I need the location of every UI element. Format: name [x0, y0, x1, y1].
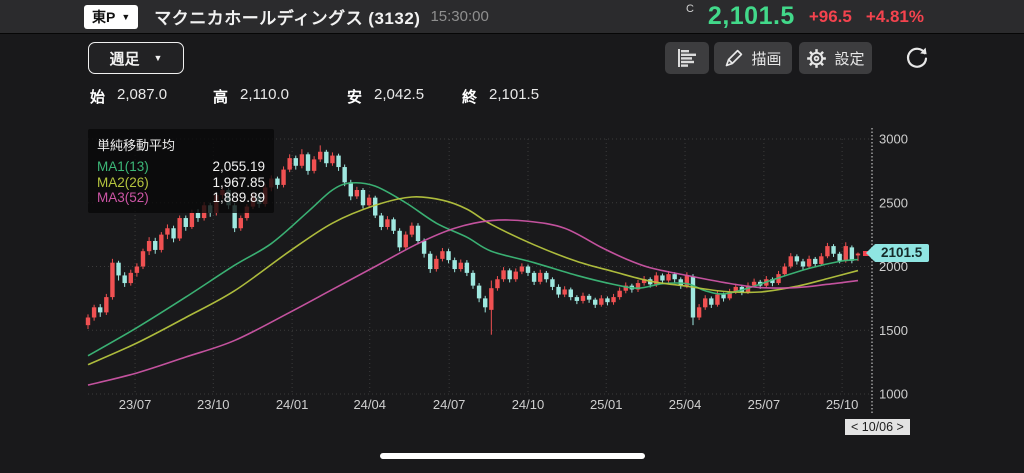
ma3-label: MA3(52) — [97, 190, 149, 205]
current-price: 2,101.5 — [707, 2, 795, 30]
ma2-label: MA2(26) — [97, 174, 149, 190]
svg-text:3000: 3000 — [879, 132, 908, 147]
high-value: 2,110.0 — [240, 86, 289, 103]
ma2-row: MA2(26) 1,967.85 — [97, 175, 265, 191]
svg-text:24/10: 24/10 — [512, 397, 545, 412]
depth-bars-icon — [678, 49, 696, 67]
low-value: 2,042.5 — [374, 86, 425, 103]
timeframe-label: 週足 — [109, 50, 140, 68]
price-change: +96.5 — [808, 6, 852, 26]
chart-toolbar: 週足 ▼ 描画 — [0, 40, 1024, 76]
close-value: 2,101.5 — [489, 86, 540, 103]
ohlc-high: 高 2,110.0 — [213, 86, 289, 107]
quote-block: C 2,101.5 +96.5 +4.81% — [686, 0, 924, 33]
close-label: 終 — [462, 89, 478, 106]
ma-legend: 単純移動平均 MA1(13) 2,055.19 MA2(26) 1,967.85… — [88, 129, 274, 213]
indicator-list-button[interactable] — [665, 42, 709, 74]
ma1-label: MA1(13) — [97, 159, 149, 174]
svg-text:25/01: 25/01 — [590, 397, 623, 412]
refresh-icon — [906, 47, 928, 68]
ohlc-row: 始 2,087.0 高 2,110.0 安 2,042.5 終 2,101.5 — [0, 86, 1024, 108]
pencil-icon — [726, 49, 743, 67]
open-label: 始 — [90, 89, 106, 106]
market-badge[interactable]: 東P ▼ — [84, 4, 139, 29]
gear-icon — [807, 48, 827, 68]
quote-time: 15:30:00 — [430, 8, 489, 25]
open-value: 2,087.0 — [117, 86, 168, 103]
svg-text:23/10: 23/10 — [197, 397, 230, 412]
top-bar: 東P ▼ マクニカホールディングス (3132) 15:30:00 C 2,10… — [0, 0, 1024, 34]
svg-text:25/10: 25/10 — [826, 397, 859, 412]
ma3-value: 1,889.89 — [212, 190, 265, 205]
ma-legend-title: 単純移動平均 — [97, 138, 176, 153]
close-flag: C — [685, 3, 694, 15]
last-price-tag: 2101.5 — [865, 244, 930, 263]
svg-text:2000: 2000 — [879, 259, 908, 274]
chevron-down-icon: ▼ — [153, 53, 163, 63]
svg-text:24/01: 24/01 — [276, 397, 309, 412]
svg-text:1000: 1000 — [879, 387, 908, 402]
svg-text:23/07: 23/07 — [119, 397, 152, 412]
ohlc-close: 終 2,101.5 — [462, 86, 539, 107]
ma1-row: MA1(13) 2,055.19 — [97, 159, 265, 175]
market-badge-label: 東P — [92, 8, 116, 25]
draw-button[interactable]: 描画 — [714, 42, 792, 74]
chevron-down-icon: ▼ — [121, 11, 131, 22]
ma1-value: 2,055.19 — [212, 159, 265, 174]
refresh-button[interactable] — [899, 42, 935, 74]
svg-text:1500: 1500 — [879, 323, 908, 338]
low-label: 安 — [347, 89, 363, 106]
symbol-title: マクニカホールディングス (3132) — [154, 9, 421, 28]
price-change-percent: +4.81% — [865, 6, 924, 26]
settings-button-label: 設定 — [834, 50, 865, 68]
high-label: 高 — [213, 89, 229, 106]
home-indicator[interactable] — [380, 453, 645, 459]
ohlc-open: 始 2,087.0 — [90, 86, 167, 107]
date-pager[interactable]: < 10/06 > — [845, 419, 910, 435]
settings-button[interactable]: 設定 — [799, 42, 872, 74]
svg-text:25/07: 25/07 — [748, 397, 781, 412]
svg-text:24/07: 24/07 — [433, 397, 466, 412]
ma3-row: MA3(52) 1,889.89 — [97, 190, 265, 206]
draw-button-label: 描画 — [751, 50, 782, 68]
ma2-value: 1,967.85 — [212, 174, 265, 190]
svg-text:24/04: 24/04 — [353, 397, 386, 412]
ohlc-low: 安 2,042.5 — [347, 86, 424, 107]
svg-text:25/04: 25/04 — [669, 397, 702, 412]
svg-text:2500: 2500 — [879, 195, 908, 210]
timeframe-select[interactable]: 週足 ▼ — [88, 42, 184, 74]
